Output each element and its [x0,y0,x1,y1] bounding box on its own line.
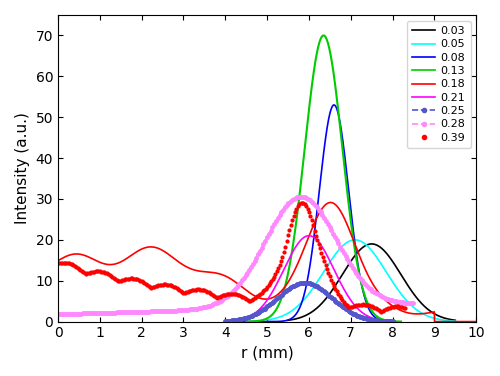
0.03 [364,243,370,247]
0.39 [198,288,204,292]
0.21 [243,315,249,320]
0.39 [402,306,408,311]
0.05 [366,246,372,250]
0.21 [364,313,370,318]
0.28 [70,312,75,316]
Line: 0.39: 0.39 [56,201,406,313]
0.18 [258,296,264,301]
Y-axis label: Intensity (a.u.): Intensity (a.u.) [15,112,30,224]
0.21 [313,237,319,241]
0.05 [352,238,358,242]
0.18 [55,258,61,263]
0.39 [112,277,118,281]
0.21 [322,251,328,255]
0.18 [473,319,479,324]
0.13 [394,319,400,324]
0.05 [264,318,270,322]
0.03 [452,318,458,323]
0.08 [386,319,392,324]
0.08 [390,319,396,324]
0.28 [150,309,156,314]
0.08 [316,186,322,190]
0.08 [331,103,337,107]
0.13 [398,319,404,324]
0.13 [243,319,249,324]
0.21 [390,319,396,323]
Line: 0.03: 0.03 [288,244,456,320]
0.13 [318,37,324,41]
Line: 0.28: 0.28 [56,195,415,316]
0.25 [268,302,274,306]
Line: 0.21: 0.21 [246,236,392,321]
0.13 [320,33,326,38]
0.13 [327,51,333,55]
0.18 [462,319,468,324]
0.03 [448,317,454,322]
0.39 [256,293,262,297]
0.25 [258,309,264,314]
0.03 [376,244,382,249]
Line: 0.25: 0.25 [224,281,394,323]
0.39 [295,204,301,208]
X-axis label: r (mm): r (mm) [240,346,294,361]
0.03 [385,253,391,257]
0.03 [368,242,374,246]
0.21 [386,319,392,323]
0.39 [391,304,397,309]
0.08 [230,319,236,324]
0.05 [355,238,361,243]
0.28 [394,299,400,304]
Line: 0.13: 0.13 [246,35,401,321]
0.08 [307,262,313,267]
0.28 [382,296,388,300]
0.08 [361,294,367,298]
0.18 [248,291,254,296]
0.21 [330,267,336,271]
0.05 [376,259,382,264]
0.25 [339,304,345,309]
0.28 [298,194,304,199]
Line: 0.05: 0.05 [267,240,456,321]
0.18 [432,319,438,324]
0.39 [55,261,61,266]
0.05 [418,311,424,315]
Line: 0.08: 0.08 [234,105,392,321]
0.13 [336,111,342,116]
0.39 [378,309,384,314]
0.28 [410,301,416,305]
Legend: 0.03, 0.05, 0.08, 0.13, 0.18, 0.21, 0.25, 0.28, 0.39: 0.03, 0.05, 0.08, 0.13, 0.18, 0.21, 0.25… [407,21,470,149]
0.03 [285,318,291,323]
0.13 [370,311,376,315]
0.28 [121,310,127,315]
0.25 [222,319,228,323]
0.05 [452,319,458,323]
0.05 [448,318,454,323]
0.25 [316,286,322,290]
0.25 [356,314,362,318]
0.13 [316,39,322,44]
0.18 [462,319,468,324]
0.28 [76,311,82,316]
0.03 [366,242,372,247]
0.39 [194,287,200,292]
0.03 [422,305,428,309]
0.25 [302,280,308,285]
0.08 [306,268,312,273]
0.39 [299,200,305,205]
0.08 [325,119,331,123]
0.05 [354,238,360,242]
0.28 [55,312,61,317]
0.21 [306,233,312,238]
Line: 0.18: 0.18 [58,202,476,321]
0.18 [384,300,390,304]
0.25 [390,319,396,324]
0.18 [76,252,82,256]
0.21 [314,238,320,242]
0.25 [386,319,392,323]
0.18 [328,200,334,205]
